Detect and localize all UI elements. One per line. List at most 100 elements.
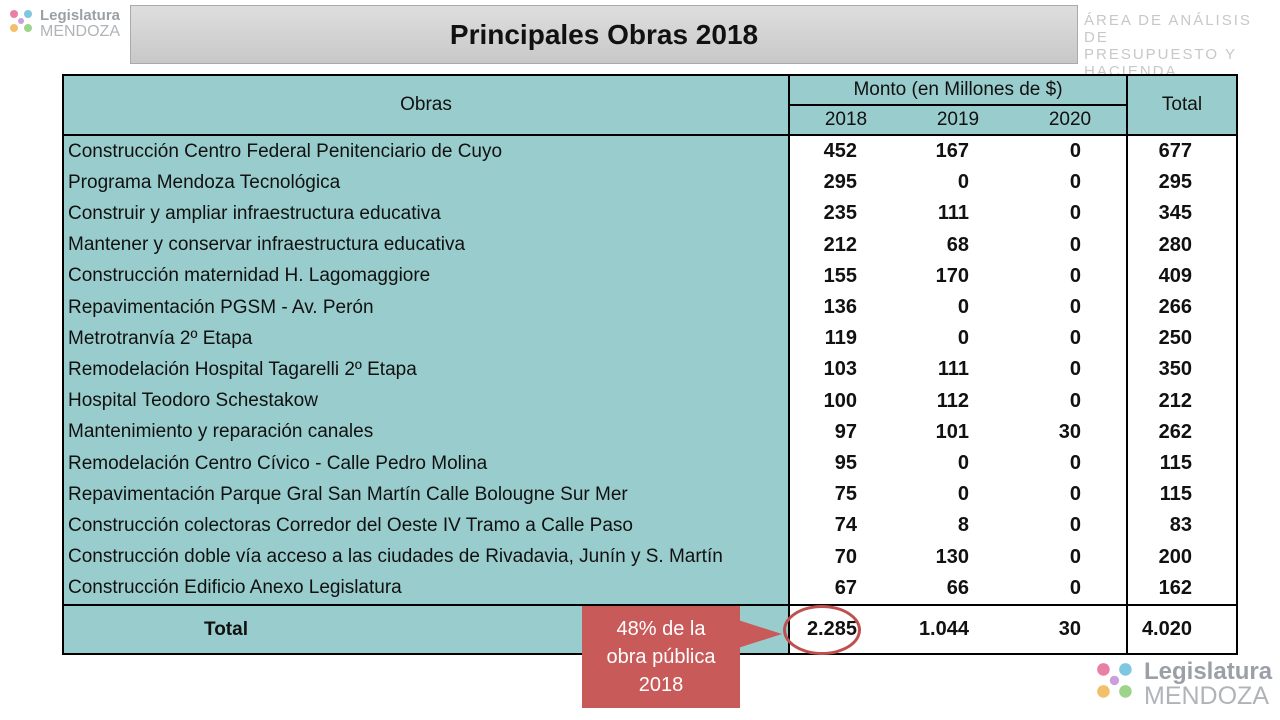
header-monto: Monto (en Millones de $) (790, 76, 1126, 106)
amount-y2019: 0 (957, 452, 969, 475)
obra-name: Programa Mendoza Tecnológica (64, 167, 790, 199)
amount-y2020: 0 (1069, 483, 1081, 506)
obras-table: Obras Monto (en Millones de $) 2018 2019 202… (62, 74, 1238, 655)
row-total: 262 (1126, 416, 1236, 448)
amount-y2019: 66 (946, 576, 969, 599)
total-y2019: 1.044 (902, 604, 1014, 653)
amount-y2018: 136 (823, 296, 857, 319)
row-total: 677 (1126, 136, 1236, 168)
amount-y2018: 155 (823, 264, 857, 287)
amount-y2019: 0 (957, 327, 969, 350)
row-total: 115 (1126, 479, 1236, 511)
row-total: 83 (1126, 510, 1236, 542)
amount-y2018: 235 (823, 202, 857, 225)
total-y2020: 30 (1014, 604, 1126, 653)
amount-y2018: 70 (834, 545, 857, 568)
row-total: 266 (1126, 292, 1236, 324)
logo-icon (10, 10, 32, 32)
amount-y2018: 295 (823, 171, 857, 194)
logo-line2: MENDOZA (40, 23, 120, 40)
amount-y2019: 170 (935, 264, 969, 287)
amount-y2018: 212 (823, 233, 857, 256)
amount-y2019: 130 (935, 545, 969, 568)
header-obras: Obras (64, 76, 790, 136)
amount-y2018: 100 (823, 389, 857, 412)
logo-icon (1097, 663, 1132, 698)
amount-y2020: 0 (1069, 296, 1081, 319)
amount-y2020: 0 (1069, 171, 1081, 194)
row-total: 115 (1126, 448, 1236, 480)
obra-name: Construcción maternidad H. Lagomaggiore (64, 260, 790, 292)
amount-y2019: 101 (935, 420, 969, 443)
amount-y2018: 97 (834, 420, 857, 443)
obra-name: Hospital Teodoro Schestakow (64, 385, 790, 417)
amount-y2019: 167 (935, 140, 969, 163)
amount-y2019: 0 (957, 296, 969, 319)
obra-name: Repavimentación Parque Gral San Martín C… (64, 479, 790, 511)
row-total: 250 (1126, 323, 1236, 355)
amount-y2020: 0 (1069, 389, 1081, 412)
obra-name: Construcción doble vía acceso a las ciud… (64, 541, 790, 573)
row-total: 280 (1126, 229, 1236, 261)
amount-y2018: 103 (823, 358, 857, 381)
page-title: Principales Obras 2018 (130, 5, 1078, 64)
row-total: 212 (1126, 385, 1236, 417)
header-year: 2018 (790, 106, 902, 136)
amount-y2020: 0 (1069, 233, 1081, 256)
amount-y2018: 67 (834, 576, 857, 599)
callout-arrow (738, 620, 782, 648)
amount-y2020: 0 (1069, 202, 1081, 225)
logo-line2: MENDOZA (1144, 682, 1269, 710)
row-total: 162 (1126, 572, 1236, 604)
amount-y2018: 74 (834, 514, 857, 537)
area-line1: ÁREA DE ANÁLISIS DE (1084, 12, 1252, 46)
amount-y2020: 30 (1058, 420, 1081, 443)
amount-y2020: 0 (1069, 452, 1081, 475)
obra-name: Construcción Edificio Anexo Legislatura (64, 572, 790, 604)
grand-total: 4.020 (1126, 604, 1236, 653)
amount-y2019: 8 (957, 514, 969, 537)
obra-name: Repavimentación PGSM - Av. Perón (64, 292, 790, 324)
amount-y2020: 0 (1069, 576, 1081, 599)
obra-name: Metrotranvía 2º Etapa (64, 323, 790, 355)
header-year: 2019 (902, 106, 1014, 136)
obra-name: Remodelación Centro Cívico - Calle Pedro… (64, 448, 790, 480)
callout-annotation: 48% de la obra pública 2018 (582, 606, 740, 708)
row-total: 409 (1126, 260, 1236, 292)
obra-name: Mantener y conservar infraestructura edu… (64, 229, 790, 261)
amount-y2020: 0 (1069, 358, 1081, 381)
amount-y2019: 0 (957, 483, 969, 506)
area-label: ÁREA DE ANÁLISIS DE PRESUPUESTO Y HACIEN… (1084, 12, 1280, 80)
amount-y2020: 0 (1069, 264, 1081, 287)
header-total: Total (1126, 76, 1236, 136)
highlight-circle (783, 605, 861, 655)
callout-line3: 2018 (638, 674, 684, 696)
amount-y2020: 0 (1069, 327, 1081, 350)
amount-y2019: 111 (937, 202, 969, 225)
header-year: 2020 (1014, 106, 1126, 136)
obra-name: Mantenimiento y reparación canales (64, 416, 790, 448)
amount-y2018: 452 (823, 140, 857, 163)
amount-y2018: 119 (824, 327, 857, 350)
row-total: 350 (1126, 354, 1236, 386)
callout-line1: 48% de la (616, 618, 706, 640)
obra-name: Construcción Centro Federal Penitenciari… (64, 136, 790, 168)
row-total: 200 (1126, 541, 1236, 573)
row-total: 295 (1126, 167, 1236, 199)
amount-y2019: 68 (946, 233, 969, 256)
legislatura-logo-top: Legislatura MENDOZA (8, 8, 128, 44)
amount-y2020: 0 (1069, 140, 1081, 163)
logo-line1: Legislatura (1144, 658, 1273, 685)
logo-line1: Legislatura (40, 7, 121, 24)
amount-y2019: 112 (936, 389, 969, 412)
amount-y2018: 95 (834, 452, 857, 475)
obra-name: Construcción colectoras Corredor del Oes… (64, 510, 790, 542)
amount-y2019: 0 (957, 171, 969, 194)
amount-y2020: 0 (1069, 514, 1081, 537)
obra-name: Construir y ampliar infraestructura educ… (64, 198, 790, 230)
amount-y2020: 0 (1069, 545, 1081, 568)
callout-line2: obra pública (606, 646, 716, 668)
amount-y2018: 75 (834, 483, 857, 506)
row-total: 345 (1126, 198, 1236, 230)
amount-y2019: 111 (937, 358, 969, 381)
